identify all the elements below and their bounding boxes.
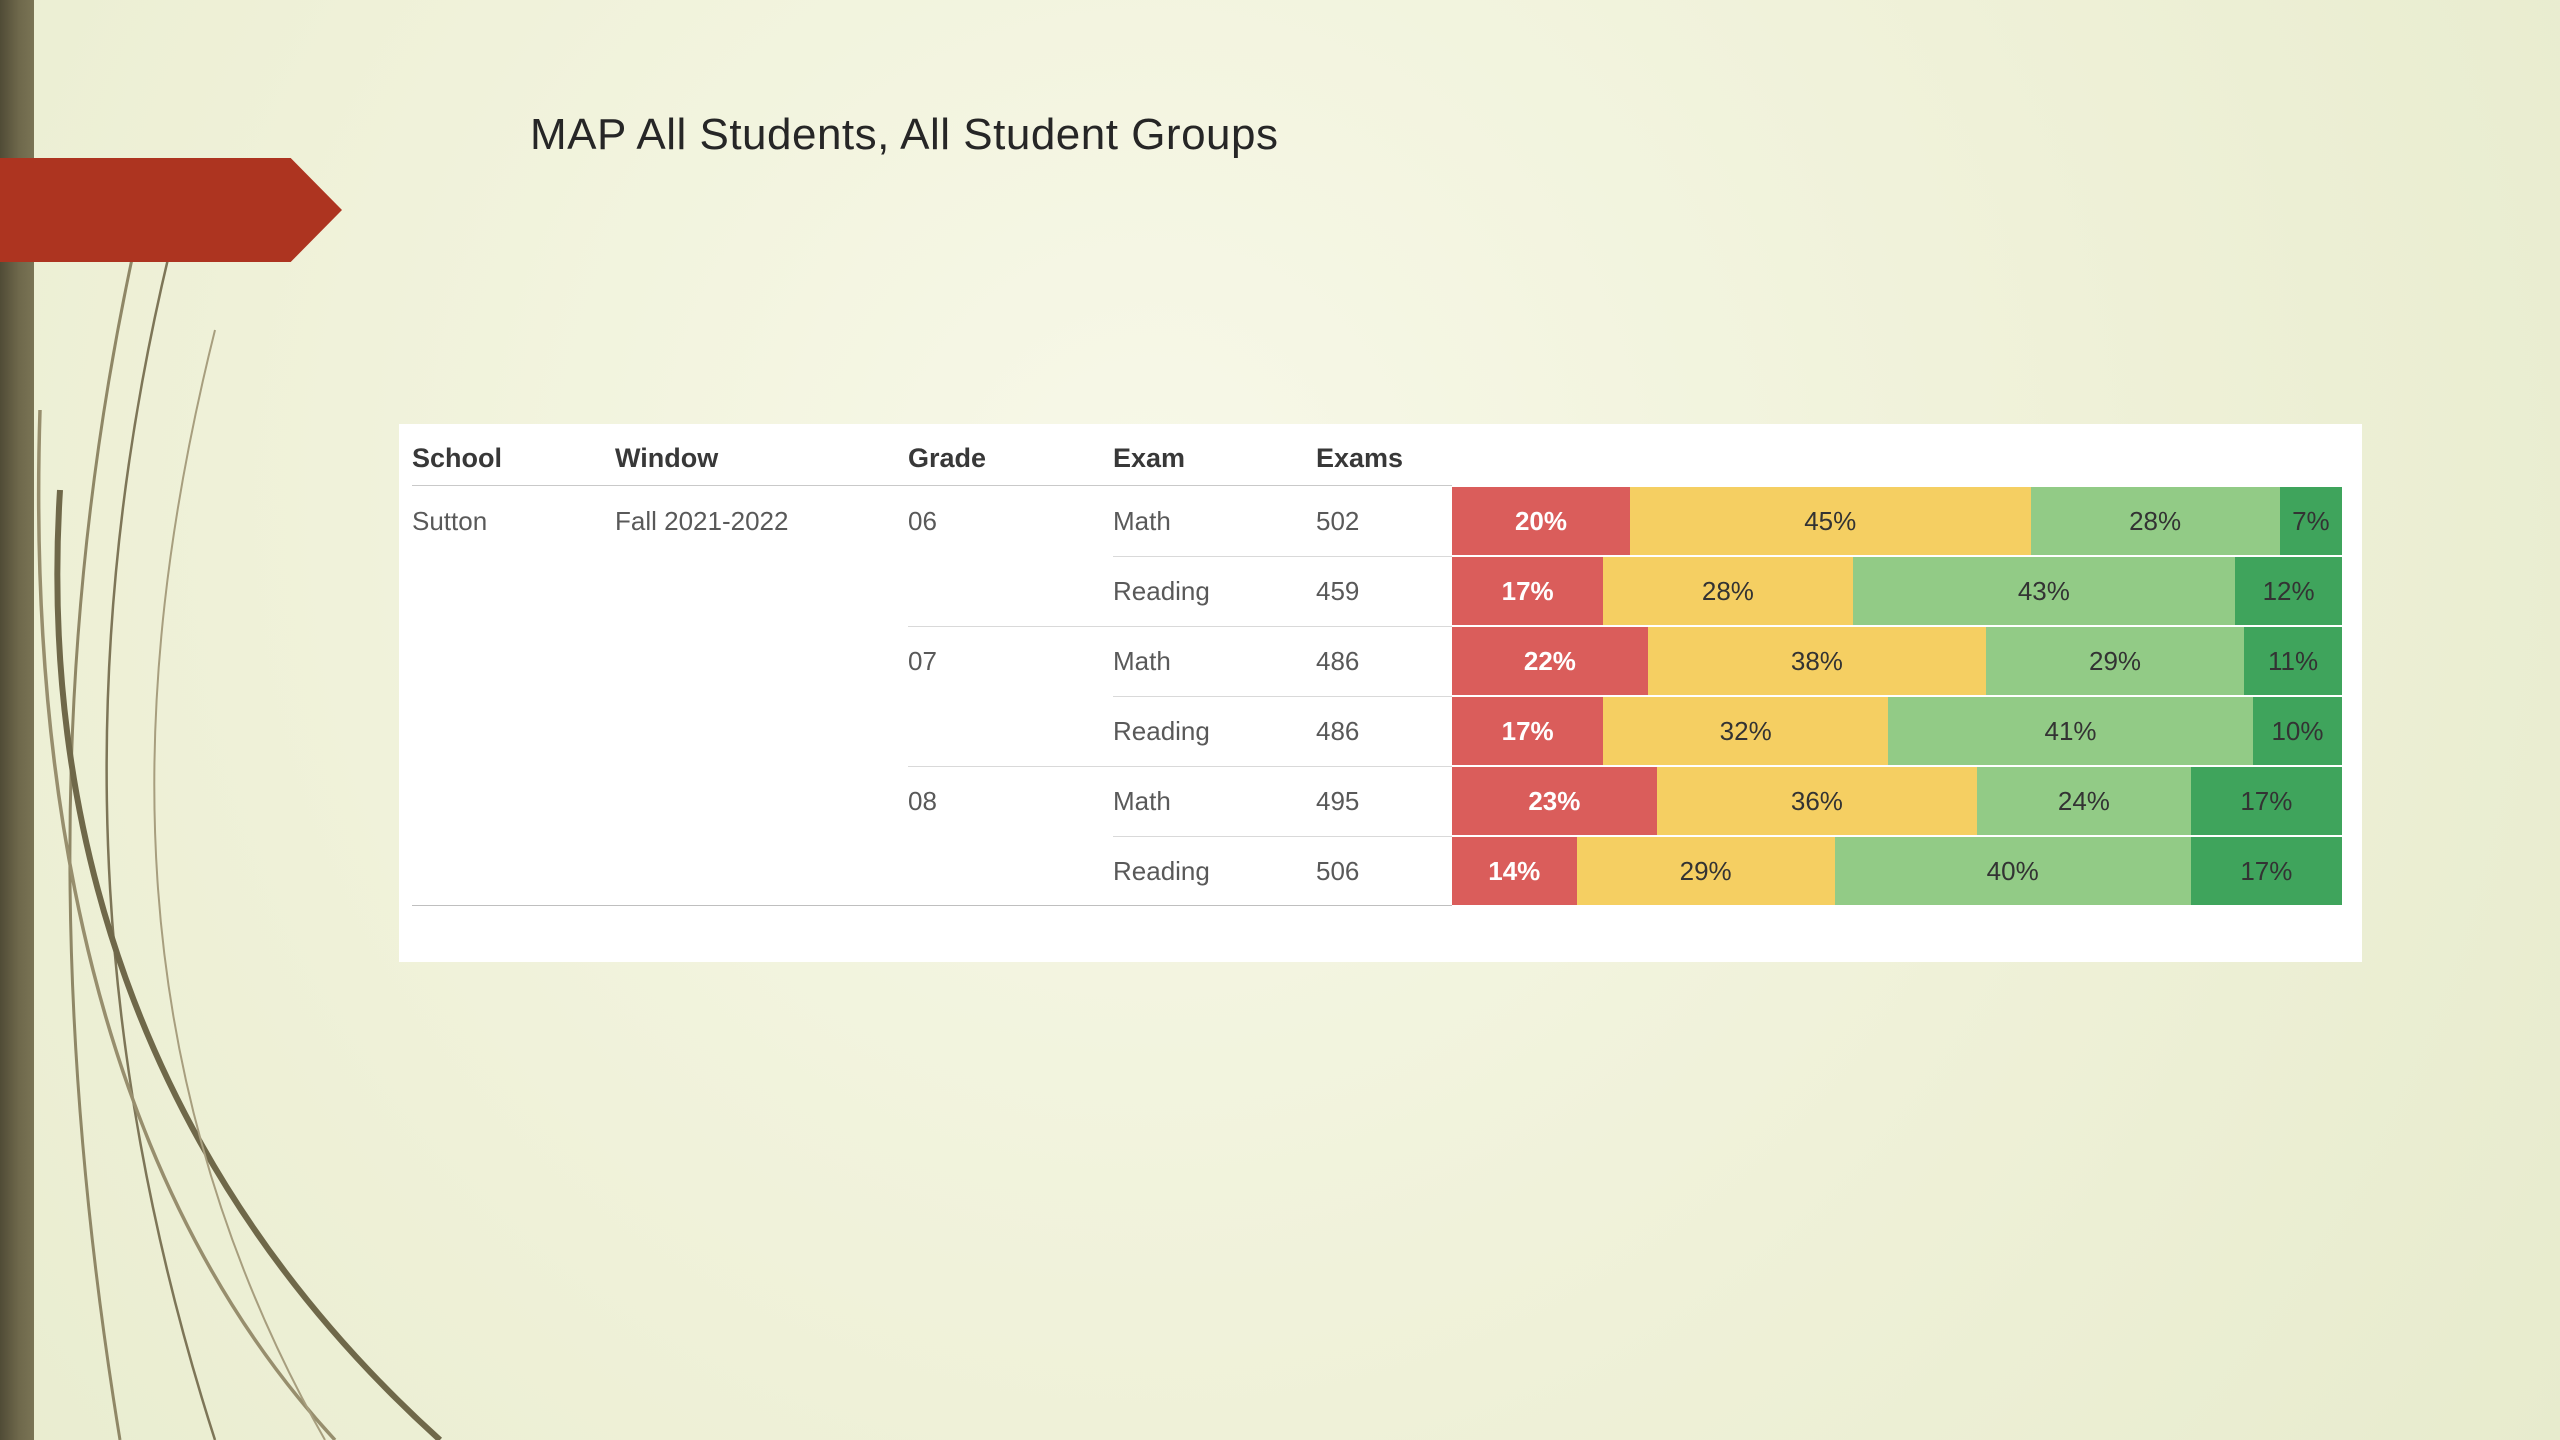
stacked-bar: 17% 32% 41% 10% xyxy=(1452,696,2342,766)
cell-grade xyxy=(908,696,1113,766)
bar-segment-dark-green: 11% xyxy=(2244,627,2342,695)
cell-exams: 502 xyxy=(1316,505,1360,536)
cell-window xyxy=(615,836,908,906)
bar-segment-dark-green: 10% xyxy=(2253,697,2342,765)
slide-title: MAP All Students, All Student Groups xyxy=(530,110,1279,159)
bar-segment-dark-green: 17% xyxy=(2190,767,2342,835)
bar-segment-red: 20% xyxy=(1452,487,1630,555)
table-row: Sutton Fall 2021-2022 06 Math 502 20% 45… xyxy=(412,486,2362,556)
cell-grade: 06 xyxy=(908,505,937,536)
cell-window: Fall 2021-2022 xyxy=(615,505,789,536)
bar-segment-yellow: 32% xyxy=(1603,697,1889,765)
bar-segment-red: 22% xyxy=(1452,627,1648,695)
cell-school xyxy=(412,766,615,836)
cell-grade: 08 xyxy=(908,766,1113,836)
bar-segment-red: 17% xyxy=(1452,697,1604,765)
table-row: 07 Math 486 22% 38% 29% 11% xyxy=(412,626,2362,696)
stacked-bar: 22% 38% 29% 11% xyxy=(1452,626,2342,696)
stacked-bar: 17% 28% 43% 12% xyxy=(1452,556,2342,626)
cell-window xyxy=(615,766,908,836)
header-bar-spacer xyxy=(1452,432,2342,486)
cell-exam: Reading xyxy=(1113,556,1316,626)
cell-window xyxy=(615,626,908,696)
table-row: Reading 486 17% 32% 41% 10% xyxy=(412,696,2362,766)
cell-exam: Math xyxy=(1113,505,1171,536)
cell-window xyxy=(615,556,908,626)
cell-school xyxy=(412,696,615,766)
cell-exams: 506 xyxy=(1316,836,1452,906)
bar-segment-yellow: 29% xyxy=(1576,837,1835,905)
bar-segment-yellow: 36% xyxy=(1656,767,1978,835)
table-row: Reading 506 14% 29% 40% 17% xyxy=(412,836,2362,906)
header-school: School xyxy=(412,432,615,486)
cell-exams: 459 xyxy=(1316,556,1452,626)
cell-school xyxy=(412,836,615,906)
stacked-bar: 23% 36% 24% 17% xyxy=(1452,766,2342,836)
bar-segment-yellow: 45% xyxy=(1630,487,2031,555)
cell-exams: 495 xyxy=(1316,766,1452,836)
bar-segment-light-green: 41% xyxy=(1888,697,2253,765)
bar-segment-red: 17% xyxy=(1452,557,1604,625)
cell-window xyxy=(615,696,908,766)
cell-school: Sutton xyxy=(412,505,488,536)
bar-segment-dark-green: 12% xyxy=(2235,557,2342,625)
cell-exam: Math xyxy=(1113,766,1316,836)
bar-segment-red: 14% xyxy=(1452,837,1577,905)
bar-segment-light-green: 40% xyxy=(1834,837,2191,905)
stacked-bar: 20% 45% 28% 7% xyxy=(1452,486,2342,556)
cell-grade: 07 xyxy=(908,626,1113,696)
red-arrow-banner xyxy=(0,158,342,262)
map-results-table: School Window Grade Exam Exams Sutton Fa… xyxy=(399,424,2362,906)
cell-grade xyxy=(908,556,1113,626)
cell-exam: Math xyxy=(1113,626,1316,696)
bar-segment-light-green: 24% xyxy=(1977,767,2191,835)
bar-segment-red: 23% xyxy=(1452,767,1657,835)
table-header-row: School Window Grade Exam Exams xyxy=(412,432,2362,486)
header-exams: Exams xyxy=(1316,432,1452,486)
bar-segment-light-green: 28% xyxy=(2030,487,2280,555)
bar-segment-yellow: 38% xyxy=(1647,627,1986,695)
table-row: 08 Math 495 23% 36% 24% 17% xyxy=(412,766,2362,836)
bar-segment-dark-green: 17% xyxy=(2190,837,2342,905)
header-window: Window xyxy=(615,432,908,486)
cell-exam: Reading xyxy=(1113,836,1316,906)
cell-exam: Reading xyxy=(1113,696,1316,766)
chart-panel: School Window Grade Exam Exams Sutton Fa… xyxy=(399,424,2362,962)
bar-segment-light-green: 29% xyxy=(1986,627,2245,695)
bar-segment-dark-green: 7% xyxy=(2279,487,2342,555)
cell-exams: 486 xyxy=(1316,626,1452,696)
table-row: Reading 459 17% 28% 43% 12% xyxy=(412,556,2362,626)
header-grade: Grade xyxy=(908,432,1113,486)
cell-exams: 486 xyxy=(1316,696,1452,766)
stacked-bar: 14% 29% 40% 17% xyxy=(1452,836,2342,906)
cell-school xyxy=(412,556,615,626)
cell-school xyxy=(412,626,615,696)
bar-segment-yellow: 28% xyxy=(1603,557,1853,625)
header-exam: Exam xyxy=(1113,432,1316,486)
cell-grade xyxy=(908,836,1113,906)
bar-segment-light-green: 43% xyxy=(1852,557,2236,625)
